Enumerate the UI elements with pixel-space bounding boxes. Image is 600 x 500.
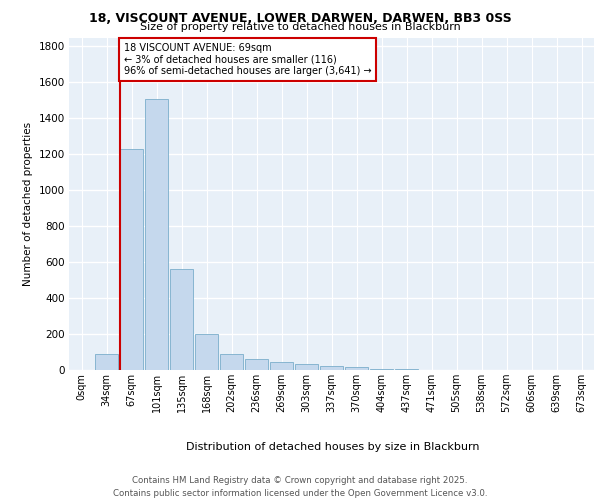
Text: Distribution of detached houses by size in Blackburn: Distribution of detached houses by size … [186,442,480,452]
Text: 18 VISCOUNT AVENUE: 69sqm
← 3% of detached houses are smaller (116)
96% of semi-: 18 VISCOUNT AVENUE: 69sqm ← 3% of detach… [124,43,371,76]
Text: 18, VISCOUNT AVENUE, LOWER DARWEN, DARWEN, BB3 0SS: 18, VISCOUNT AVENUE, LOWER DARWEN, DARWE… [89,12,511,26]
Bar [220,354,243,370]
Bar [245,359,268,370]
Bar [145,98,168,370]
Text: Size of property relative to detached houses in Blackburn: Size of property relative to detached ho… [140,22,460,32]
Y-axis label: Number of detached properties: Number of detached properties [23,122,33,286]
Bar [345,368,368,370]
Bar [170,270,193,370]
Bar [95,354,118,370]
Bar [270,362,293,370]
Bar [195,334,218,370]
Bar [370,369,393,370]
Text: Contains HM Land Registry data © Crown copyright and database right 2025.
Contai: Contains HM Land Registry data © Crown c… [113,476,487,498]
Bar [120,149,143,370]
Bar [295,364,318,370]
Bar [320,366,343,370]
